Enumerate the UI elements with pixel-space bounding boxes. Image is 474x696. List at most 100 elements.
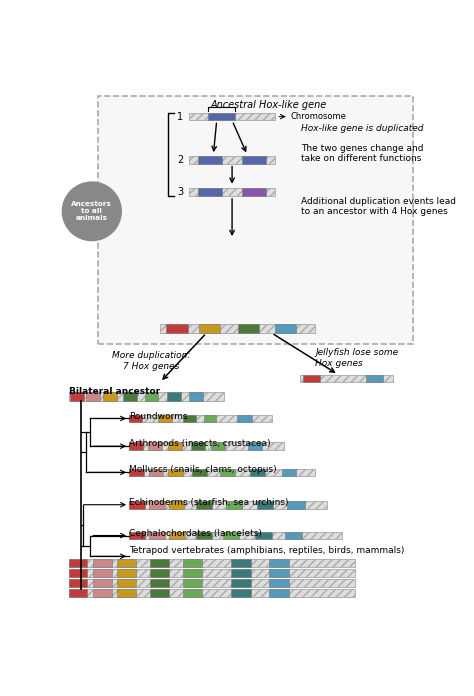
Bar — [282, 468, 296, 476]
Bar — [203, 415, 217, 422]
Bar — [190, 156, 275, 164]
Bar — [237, 324, 259, 333]
Bar — [226, 501, 242, 509]
Bar — [287, 501, 305, 509]
Bar — [211, 443, 225, 450]
Bar — [69, 392, 224, 401]
Bar — [129, 468, 144, 476]
Bar — [198, 156, 222, 164]
Bar — [150, 590, 169, 597]
Bar — [208, 113, 236, 120]
Bar — [129, 415, 273, 422]
Bar — [190, 156, 275, 164]
Bar — [192, 468, 207, 476]
Bar — [269, 590, 289, 597]
Bar — [69, 590, 356, 597]
Bar — [70, 392, 84, 401]
Bar — [230, 590, 251, 597]
Text: Additional duplication events lead
to an ancestor with 4 ⁠Hox⁠ genes: Additional duplication events lead to an… — [301, 197, 456, 216]
Bar — [190, 392, 203, 401]
Bar — [183, 415, 196, 422]
Bar — [129, 443, 284, 450]
Bar — [69, 579, 356, 587]
Text: ⁠Hox⁠-like gene is duplicated: ⁠Hox⁠-like gene is duplicated — [301, 124, 424, 133]
Text: Ancestors
to all
animals: Ancestors to all animals — [72, 201, 112, 221]
Bar — [69, 560, 356, 567]
Bar — [69, 560, 356, 567]
Bar — [198, 188, 222, 196]
Bar — [129, 443, 143, 450]
Bar — [117, 579, 136, 587]
Bar — [129, 468, 315, 476]
Bar — [223, 532, 239, 539]
Bar — [230, 560, 251, 567]
Bar — [86, 392, 100, 401]
Bar — [103, 392, 117, 401]
Bar — [117, 569, 136, 577]
Bar — [196, 532, 212, 539]
Bar — [269, 579, 289, 587]
Bar — [269, 560, 289, 567]
Bar — [190, 188, 275, 196]
Bar — [160, 324, 315, 333]
Bar — [69, 569, 356, 577]
Bar — [275, 324, 296, 333]
Bar — [237, 415, 252, 422]
Bar — [69, 590, 356, 597]
Bar — [366, 374, 383, 382]
Bar — [183, 560, 202, 567]
Text: 1: 1 — [177, 111, 183, 122]
Bar — [150, 560, 169, 567]
Bar — [167, 392, 181, 401]
Bar — [129, 532, 342, 539]
Bar — [255, 532, 272, 539]
Text: 2: 2 — [177, 155, 183, 165]
Bar — [190, 113, 275, 120]
Bar — [129, 532, 145, 539]
Bar — [129, 501, 327, 509]
Text: Arthropods (insects, crustacea): Arthropods (insects, crustacea) — [129, 439, 271, 448]
Bar — [69, 590, 87, 597]
Bar — [250, 468, 265, 476]
Bar — [170, 532, 185, 539]
Bar — [117, 560, 136, 567]
Bar — [300, 374, 392, 382]
Text: Ancestral ⁠Hox⁠-like gene: Ancestral ⁠Hox⁠-like gene — [210, 100, 327, 110]
Bar — [69, 579, 356, 587]
Bar — [196, 501, 212, 509]
Text: 3: 3 — [177, 187, 183, 197]
Bar — [168, 468, 183, 476]
Bar — [148, 468, 164, 476]
Bar — [129, 532, 342, 539]
Bar — [230, 569, 251, 577]
Bar — [230, 579, 251, 587]
Bar — [117, 590, 136, 597]
Bar — [199, 324, 220, 333]
Text: Bilateral ancestor: Bilateral ancestor — [69, 387, 160, 396]
Bar — [158, 415, 172, 422]
Bar — [69, 579, 87, 587]
Bar — [257, 501, 273, 509]
Bar — [129, 501, 327, 509]
Bar — [242, 188, 266, 196]
Bar — [69, 569, 356, 577]
Bar — [248, 443, 262, 450]
Bar — [93, 579, 111, 587]
Bar — [129, 415, 273, 422]
Bar — [183, 590, 202, 597]
Bar — [93, 569, 111, 577]
Bar — [300, 374, 392, 382]
Text: Tetrapod vertebrates (amphibians, reptiles, birds, mammals): Tetrapod vertebrates (amphibians, reptil… — [129, 546, 404, 555]
Bar — [93, 590, 111, 597]
Text: More duplication:
7 ⁠Hox⁠ genes: More duplication: 7 ⁠Hox⁠ genes — [111, 351, 190, 371]
Bar — [269, 569, 289, 577]
Text: Chromosome: Chromosome — [290, 112, 346, 121]
Bar — [69, 569, 87, 577]
Bar — [190, 113, 275, 120]
Bar — [129, 501, 145, 509]
Text: Molluscs (snails, clams, octopus): Molluscs (snails, clams, octopus) — [129, 466, 277, 475]
Bar — [149, 501, 164, 509]
Bar — [190, 188, 275, 196]
Bar — [129, 468, 315, 476]
Text: Jellyfish lose some
⁠Hox⁠ genes: Jellyfish lose some ⁠Hox⁠ genes — [315, 349, 398, 367]
